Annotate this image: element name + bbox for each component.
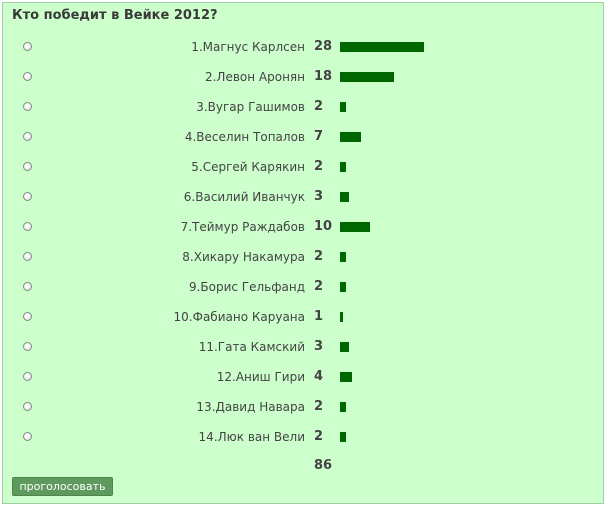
option-votes: 3 <box>314 189 324 204</box>
poll-option: 3.Вугар Гашимов 2 <box>3 93 603 123</box>
option-label: 9.Борис Гельфанд <box>188 280 305 294</box>
option-radio[interactable] <box>23 402 32 411</box>
option-votes: 7 <box>314 129 324 144</box>
option-radio[interactable] <box>23 252 32 261</box>
vote-bar <box>340 342 349 352</box>
option-label: 7.Теймур Раждабов <box>180 220 305 234</box>
poll-widget: Кто победит в Вейке 2012? 1.Магнус Карлс… <box>2 2 604 504</box>
option-radio[interactable] <box>23 42 32 51</box>
option-votes: 3 <box>314 339 324 354</box>
option-radio[interactable] <box>23 162 32 171</box>
option-radio[interactable] <box>23 222 32 231</box>
option-label: 14.Люк ван Вели <box>198 430 305 444</box>
poll-option: 4.Веселин Топалов 7 <box>3 123 603 153</box>
option-label: 11.Гата Камский <box>198 340 305 354</box>
option-votes: 2 <box>314 429 324 444</box>
total-votes: 86 <box>314 458 333 473</box>
vote-bar <box>340 402 346 412</box>
poll-options: 1.Магнус Карлсен 28 2.Левон Аронян 18 3.… <box>3 33 603 453</box>
poll-option: 10.Фабиано Каруана 1 <box>3 303 603 333</box>
option-votes: 2 <box>314 249 324 264</box>
vote-bar <box>340 102 346 112</box>
option-radio[interactable] <box>23 72 32 81</box>
option-votes: 1 <box>314 309 324 324</box>
option-votes: 2 <box>314 99 324 114</box>
option-label: 12.Аниш Гири <box>216 370 305 384</box>
option-radio[interactable] <box>23 282 32 291</box>
option-votes: 10 <box>314 219 333 234</box>
poll-option: 1.Магнус Карлсен 28 <box>3 33 603 63</box>
vote-bar <box>340 252 346 262</box>
poll-option: 11.Гата Камский 3 <box>3 333 603 363</box>
poll-option: 12.Аниш Гири 4 <box>3 363 603 393</box>
option-radio[interactable] <box>23 432 32 441</box>
vote-bar <box>340 192 349 202</box>
option-votes: 4 <box>314 369 324 384</box>
vote-button[interactable]: проголосовать <box>12 477 113 496</box>
vote-bar <box>340 222 370 232</box>
option-label: 8.Хикару Накамура <box>182 250 305 264</box>
option-label: 1.Магнус Карлсен <box>191 40 305 54</box>
vote-bar <box>340 132 361 142</box>
poll-option: 13.Давид Навара 2 <box>3 393 603 423</box>
option-votes: 2 <box>314 399 324 414</box>
poll-title: Кто победит в Вейке 2012? <box>12 8 218 23</box>
option-label: 10.Фабиано Каруана <box>173 310 305 324</box>
vote-bar <box>340 312 343 322</box>
option-radio[interactable] <box>23 372 32 381</box>
poll-option: 14.Люк ван Вели 2 <box>3 423 603 453</box>
poll-option: 7.Теймур Раждабов 10 <box>3 213 603 243</box>
option-label: 2.Левон Аронян <box>204 70 305 84</box>
poll-option: 5.Сергей Карякин 2 <box>3 153 603 183</box>
option-label: 5.Сергей Карякин <box>191 160 305 174</box>
option-votes: 2 <box>314 159 324 174</box>
option-label: 4.Веселин Топалов <box>184 130 305 144</box>
poll-option: 9.Борис Гельфанд 2 <box>3 273 603 303</box>
vote-bar <box>340 372 352 382</box>
option-label: 3.Вугар Гашимов <box>196 100 305 114</box>
vote-bar <box>340 72 394 82</box>
option-radio[interactable] <box>23 102 32 111</box>
vote-bar <box>340 282 346 292</box>
option-votes: 18 <box>314 69 333 84</box>
option-radio[interactable] <box>23 312 32 321</box>
poll-option: 2.Левон Аронян 18 <box>3 63 603 93</box>
option-radio[interactable] <box>23 132 32 141</box>
vote-bar <box>340 162 346 172</box>
option-votes: 28 <box>314 39 333 54</box>
vote-bar <box>340 432 346 442</box>
poll-option: 8.Хикару Накамура 2 <box>3 243 603 273</box>
option-votes: 2 <box>314 279 324 294</box>
option-radio[interactable] <box>23 342 32 351</box>
option-radio[interactable] <box>23 192 32 201</box>
vote-bar <box>340 42 424 52</box>
option-label: 13.Давид Навара <box>196 400 305 414</box>
poll-option: 6.Василий Иванчук 3 <box>3 183 603 213</box>
option-label: 6.Василий Иванчук <box>183 190 305 204</box>
